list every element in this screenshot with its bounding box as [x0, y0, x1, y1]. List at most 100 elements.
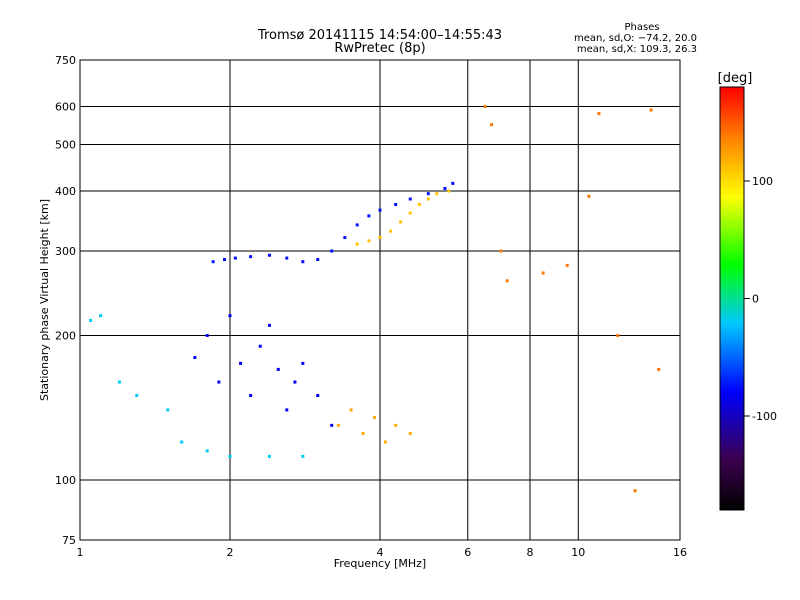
data-point: [89, 318, 93, 322]
data-point: [378, 236, 382, 240]
data-point: [417, 202, 421, 206]
data-point: [233, 256, 237, 260]
data-point: [426, 192, 430, 196]
data-point: [117, 380, 121, 384]
data-point: [367, 239, 371, 243]
data-point: [383, 440, 387, 444]
data-point: [505, 279, 509, 283]
data-point: [267, 323, 271, 327]
data-point: [426, 197, 430, 201]
data-point: [378, 208, 382, 212]
data-point: [205, 334, 209, 338]
data-point: [394, 202, 398, 206]
colorbar-tick-label: 0: [752, 293, 759, 306]
y-axis-ticks: 75 100 200 300 400 500 600 750: [55, 54, 76, 547]
data-point: [239, 361, 243, 365]
x-tick-label: 8: [527, 546, 534, 559]
stats-line-o: mean, sd,O: −74.2, 20.0: [574, 33, 697, 44]
y-tick-label: 200: [55, 330, 76, 343]
data-point: [541, 271, 545, 275]
data-point: [355, 242, 359, 246]
data-point: [657, 367, 661, 371]
data-point: [443, 186, 447, 190]
colorbar-label: [deg]: [718, 71, 753, 86]
colorbar-ticks: 100 0 -100: [744, 175, 777, 423]
colorbar-tick-label: -100: [752, 410, 777, 423]
data-point: [285, 256, 289, 260]
x-tick-label: 16: [673, 546, 687, 559]
data-point: [330, 249, 334, 253]
x-axis-ticks: 1 2 4 6 8 10 16: [77, 546, 688, 559]
data-point: [565, 263, 569, 267]
data-point: [205, 449, 209, 453]
data-point: [217, 380, 221, 384]
colorbar: [719, 86, 745, 511]
data-point: [355, 223, 359, 227]
data-point: [223, 258, 227, 262]
y-tick-label: 600: [55, 101, 76, 114]
data-point: [649, 108, 653, 112]
y-tick-label: 300: [55, 245, 76, 258]
data-point: [267, 253, 271, 257]
data-point: [336, 423, 340, 427]
colorbar-tick-label: 100: [752, 175, 773, 188]
data-point: [373, 415, 377, 419]
data-point: [597, 112, 601, 116]
data-point: [285, 408, 289, 412]
data-points: [89, 105, 661, 493]
data-point: [293, 380, 297, 384]
data-point: [616, 334, 620, 338]
chart-subtitle: RwPretec (8p): [334, 41, 425, 56]
stats-line-x: mean, sd,X: 109.3, 26.3: [577, 44, 697, 55]
data-point: [211, 260, 215, 264]
data-point: [367, 214, 371, 218]
data-point: [451, 181, 455, 185]
data-point: [483, 105, 487, 109]
data-point: [408, 432, 412, 436]
y-tick-label: 750: [55, 54, 76, 67]
chart-title: Tromsø 20141115 14:54:00–14:55:43: [257, 28, 502, 43]
data-point: [389, 229, 393, 233]
data-point: [267, 454, 271, 458]
data-point: [408, 197, 412, 201]
x-axis-label: Frequency [MHz]: [334, 557, 426, 570]
data-point: [587, 194, 591, 198]
data-point: [166, 408, 170, 412]
x-tick-label: 10: [571, 546, 585, 559]
gridlines: [80, 60, 680, 540]
data-point: [258, 344, 262, 348]
data-point: [249, 394, 253, 398]
data-point: [394, 423, 398, 427]
data-point: [193, 355, 197, 359]
y-tick-label: 500: [55, 139, 76, 152]
data-point: [180, 440, 184, 444]
data-point: [399, 220, 403, 224]
data-point: [228, 454, 232, 458]
x-tick-label: 6: [464, 546, 471, 559]
data-point: [301, 454, 305, 458]
data-point: [249, 255, 253, 259]
data-point: [633, 489, 637, 493]
stats-title: Phases: [624, 22, 659, 33]
data-point: [447, 189, 451, 193]
data-point: [490, 123, 494, 127]
data-point: [435, 192, 439, 196]
data-point: [135, 394, 139, 398]
x-tick-label: 2: [227, 546, 234, 559]
data-point: [349, 408, 353, 412]
data-point: [276, 367, 280, 371]
data-point: [228, 314, 232, 318]
data-point: [499, 249, 503, 253]
data-point: [316, 258, 320, 262]
data-point: [330, 423, 334, 427]
y-tick-label: 100: [55, 474, 76, 487]
data-point: [301, 260, 305, 264]
data-point: [99, 314, 103, 318]
y-axis-label: Stationary phase Virtual Height [km]: [38, 199, 51, 401]
data-point: [361, 432, 365, 436]
x-tick-label: 4: [377, 546, 384, 559]
data-point: [301, 361, 305, 365]
y-tick-label: 400: [55, 185, 76, 198]
y-tick-label: 75: [62, 534, 76, 547]
